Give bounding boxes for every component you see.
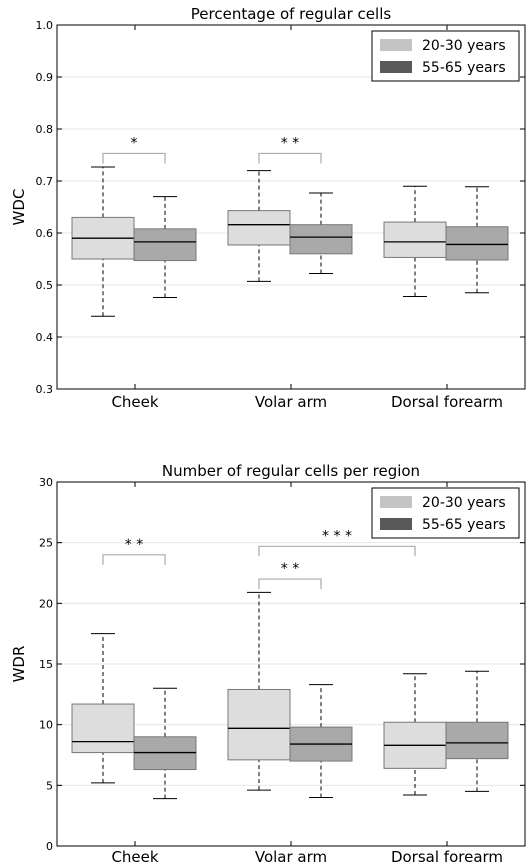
legend-swatch-55-65-years [380,61,412,73]
category-label-dorsal-forearm: Dorsal forearm [391,393,503,411]
y-tick-label: 0 [46,840,53,853]
chart-number-regular-cells: 0 5 10 15 20 25 30 Cheek Volar arm Dorsal forearm… [10,462,526,866]
box-55-65-years-cheek [133,687,197,800]
significance-annotation: * [102,135,166,164]
box-20-30-years-dorsal-forearm [383,185,447,297]
y-tick-label: 0.4 [36,331,54,344]
y-tick-label: 0.6 [36,227,54,240]
legend-label-20-30-years: 20-30 years [422,38,506,54]
significance-bracket [258,578,322,590]
significance-label: * * [281,135,299,151]
chart-title: Percentage of regular cells [191,5,392,23]
box-20-30-years-volar-arm [227,591,291,791]
y-tick-label: 10 [39,719,53,732]
significance-annotation: * * [258,561,322,590]
category-label-cheek: Cheek [111,848,158,866]
legend-label-55-65-years: 55-65 years [422,60,506,76]
box-20-30-years-cheek [71,166,135,317]
significance-label: * * [281,561,299,577]
iqr-box [445,721,509,760]
iqr-box [227,688,291,761]
significance-annotation: * * [102,537,166,565]
y-axis-label: WDC [10,189,28,226]
box-20-30-years-volar-arm [227,170,291,282]
significance-label: * [131,135,138,151]
significance-label: * * * [322,528,352,544]
y-tick-label: 0.7 [36,175,54,188]
box-20-30-years-dorsal-forearm [383,673,447,796]
significance-bracket [258,545,416,557]
legend-label-20-30-years: 20-30 years [422,495,506,511]
box-55-65-years-cheek [133,196,197,298]
iqr-box [71,703,135,754]
y-tick-label: 0.3 [36,383,54,396]
significance-bracket [102,554,166,565]
iqr-box [445,226,509,261]
box-55-65-years-dorsal-forearm [445,186,509,294]
y-tick-label: 0.8 [36,123,54,136]
category-label-cheek: Cheek [111,393,158,411]
box-55-65-years-dorsal-forearm [445,670,509,792]
y-tick-label: 0.5 [36,279,54,292]
legend-swatch-20-30-years [380,496,412,508]
legend-swatch-20-30-years [380,39,412,51]
box-55-65-years-volar-arm [289,192,353,275]
significance-annotation: * * * [258,528,416,557]
category-label-dorsal-forearm: Dorsal forearm [391,848,503,866]
y-tick-label: 5 [46,779,53,792]
legend: 20-30 years 55-65 years [371,487,520,539]
y-axis-label: WDR [10,646,28,683]
y-tick-label: 25 [39,537,53,550]
box-20-30-years-cheek [71,633,135,784]
y-tick-label: 0.9 [36,71,54,84]
y-tick-label: 15 [39,658,53,671]
significance-bracket [258,152,322,164]
y-tick-label: 20 [39,597,53,610]
category-label-volar-arm: Volar arm [255,848,327,866]
category-label-volar-arm: Volar arm [255,393,327,411]
legend-label-55-65-years: 55-65 years [422,517,506,533]
box-55-65-years-volar-arm [289,684,353,798]
significance-bracket [102,152,166,164]
y-tick-label: 30 [39,476,53,489]
iqr-box [227,210,291,246]
chart-percentage-regular-cells: 0.3 0.4 0.5 0.6 0.7 0.8 0.9 1.0 Cheek Volar arm Do… [10,5,526,411]
y-tick-label: 1.0 [36,19,54,32]
iqr-box [289,224,353,255]
significance-annotation: * * [258,135,322,164]
legend: 20-30 years 55-65 years [371,30,520,82]
significance-label: * * [125,537,143,553]
iqr-box [383,221,447,258]
chart-title: Number of regular cells per region [162,462,420,480]
legend-swatch-55-65-years [380,518,412,530]
iqr-box [133,228,197,262]
